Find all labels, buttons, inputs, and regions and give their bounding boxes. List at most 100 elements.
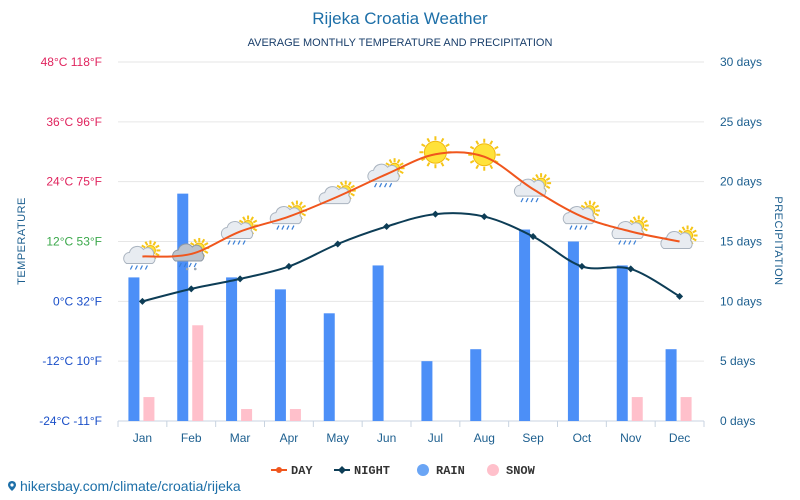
legend-label: RAIN <box>436 464 465 478</box>
rain-drop <box>374 182 378 188</box>
sun-ray <box>678 229 683 234</box>
rain-bar <box>274 289 286 421</box>
rain-bar <box>128 277 140 421</box>
rain-drop <box>242 240 246 245</box>
y2-tick-label: 30 days <box>720 55 762 69</box>
sun-ray <box>681 226 686 231</box>
y2-axis-label: PRECIPITATION <box>772 196 784 285</box>
rain-bar <box>323 313 335 421</box>
snow-flake <box>185 267 189 271</box>
y-tick-label: -24°C -11°F <box>39 414 102 428</box>
cloud-sun-rain-icon <box>562 200 600 230</box>
chart-subtitle: AVERAGE MONTHLY TEMPERATURE AND PRECIPIT… <box>248 37 553 49</box>
rain-drop <box>227 240 231 245</box>
rain-bar <box>177 193 189 421</box>
sun-ray <box>152 241 157 246</box>
rain-drop <box>139 265 143 270</box>
y-tick-label: 12°C 53°F <box>46 235 102 249</box>
legend-item-snow: SNOW <box>487 464 536 478</box>
sun-ray <box>489 164 494 170</box>
sun-ray <box>445 157 450 162</box>
sun-ray <box>347 181 352 186</box>
rain-drop <box>183 262 187 268</box>
bars <box>128 193 692 421</box>
night-point <box>285 262 293 270</box>
rain-drop <box>276 225 280 230</box>
x-axis-ticks: Jan Feb Mar Apr May Jun Jul Aug Sep Oct Nov Dec <box>133 431 691 445</box>
rain-bar <box>470 349 482 421</box>
sun-ray <box>252 219 258 224</box>
lines <box>138 151 684 305</box>
y-axis-ticks: 48°C 118°F 36°C 96°F 24°C 75°F 12°C 53°F 0°C… <box>39 55 102 428</box>
legend-item-rain: RAIN <box>417 464 465 478</box>
sun-ray <box>190 242 195 246</box>
sun-ray <box>421 143 426 148</box>
night-point <box>236 275 244 283</box>
sun-ray <box>250 216 254 221</box>
snow-bar <box>192 325 204 421</box>
snow-bar <box>680 397 692 421</box>
snow-bar <box>241 409 253 421</box>
legend-item-day: DAY <box>271 464 313 478</box>
y-tick-label: 48°C 118°F <box>41 55 102 69</box>
rain-bar <box>421 361 433 421</box>
rain-drop <box>291 225 295 230</box>
snow-bar <box>631 397 643 421</box>
night-point <box>334 240 342 248</box>
sun-ray <box>301 212 307 217</box>
sun-ray <box>155 244 160 249</box>
source-link[interactable]: hikersbay.com/climate/croatia/rijeka <box>6 478 241 494</box>
cloud-shape <box>123 245 156 264</box>
y2-tick-label: 10 days <box>720 294 762 308</box>
x-tick-label: Dec <box>669 431 690 445</box>
sun-ray <box>475 140 480 145</box>
x-tick-label: Nov <box>620 431 641 445</box>
legend-day-marker <box>276 467 282 473</box>
night-point <box>627 265 635 273</box>
rain-bar <box>519 229 531 421</box>
rain-drop <box>237 240 241 245</box>
sun-ray <box>632 216 637 221</box>
sun-ray <box>469 145 475 150</box>
y2-axis-ticks: 30 days 25 days 20 days 15 days 10 days 5 day… <box>720 55 762 428</box>
cloud-shape <box>172 243 205 262</box>
sun-ray <box>193 238 198 244</box>
x-tick-label: Apr <box>280 431 299 445</box>
rain-drop <box>579 225 583 230</box>
cloud-sun-rain-icon <box>367 158 405 188</box>
sun-ray <box>388 159 393 164</box>
legend-label: DAY <box>291 464 313 478</box>
y-tick-label: -12°C 10°F <box>42 354 102 368</box>
rain-drop <box>535 197 539 203</box>
sun-ray <box>531 177 537 182</box>
sun-ray <box>489 140 494 145</box>
x-tick-label: Oct <box>573 431 592 445</box>
sun-ray <box>543 173 547 179</box>
sun-ray <box>350 192 355 197</box>
cloud-sun-rain-icon <box>269 200 307 230</box>
rain-drop <box>232 240 236 245</box>
rain-drop <box>129 265 133 270</box>
rain-drop <box>569 225 573 230</box>
cloud-shape <box>367 163 400 182</box>
y2-tick-label: 15 days <box>720 235 762 249</box>
legend-label: NIGHT <box>354 464 390 478</box>
night-temperature-line <box>142 212 681 303</box>
sun-ray <box>421 157 426 162</box>
cloud-sun-rain-icon <box>220 215 259 245</box>
sun-ray <box>350 184 355 189</box>
y2-tick-label: 0 days <box>720 414 755 428</box>
sun-ray <box>584 201 588 206</box>
sun-ray <box>494 159 499 164</box>
legend-label: SNOW <box>506 464 536 478</box>
map-pin-icon <box>8 481 16 491</box>
night-point <box>383 223 391 231</box>
legend-item-night: NIGHT <box>334 464 390 478</box>
x-tick-label: Sep <box>522 431 544 445</box>
rain-bar <box>567 241 579 421</box>
y-tick-label: 36°C 96°F <box>46 115 102 129</box>
rain-drop <box>379 182 383 188</box>
sun-ray <box>689 226 694 231</box>
sun-ray <box>643 219 648 224</box>
